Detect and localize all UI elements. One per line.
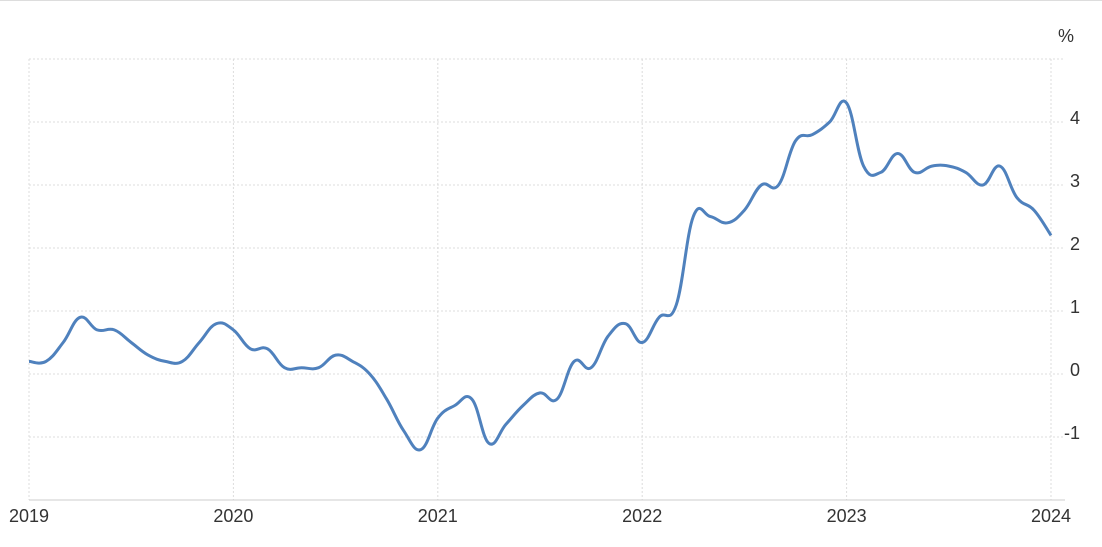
x-tick-label: 2024 (1031, 506, 1071, 526)
x-tick-label: 2019 (9, 506, 49, 526)
data-line (28, 99, 1053, 452)
x-tick-label: 2023 (827, 506, 867, 526)
y-tick-label: 1 (1070, 297, 1080, 317)
y-tick-label: 0 (1070, 360, 1080, 380)
x-tick-label: 2021 (418, 506, 458, 526)
y-tick-label: 2 (1070, 234, 1080, 254)
y-tick-label: 3 (1070, 171, 1080, 191)
y-tick-label: 4 (1070, 108, 1080, 128)
y-tick-label: -1 (1064, 423, 1080, 443)
x-tick-label: 2020 (213, 506, 253, 526)
x-tick-label: 2022 (622, 506, 662, 526)
unit-label: % (1058, 26, 1074, 46)
